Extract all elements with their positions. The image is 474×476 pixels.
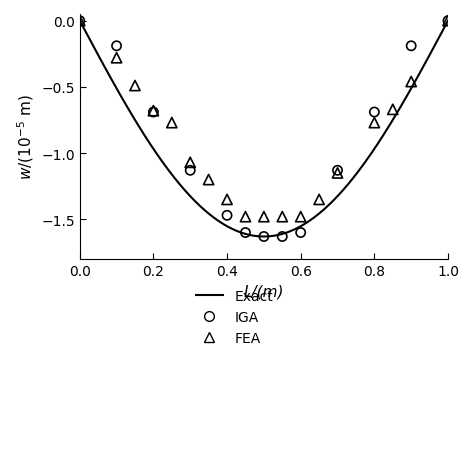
Point [131, 82, 139, 90]
Point [242, 229, 249, 237]
Point [150, 108, 157, 115]
Point [76, 18, 83, 25]
Point [76, 18, 83, 25]
Point [371, 109, 378, 117]
Point [223, 196, 231, 204]
Point [334, 167, 341, 175]
Y-axis label: $w$/(10$^{-5}$ m): $w$/(10$^{-5}$ m) [15, 95, 36, 180]
Point [242, 213, 249, 221]
Point [407, 43, 415, 50]
Point [186, 167, 194, 175]
Point [205, 177, 212, 184]
Point [407, 79, 415, 86]
Point [334, 170, 341, 178]
Point [260, 213, 268, 221]
Point [297, 213, 304, 221]
Point [444, 18, 452, 25]
Point [297, 229, 304, 237]
Legend: Exact, IGA, FEA: Exact, IGA, FEA [190, 284, 279, 350]
X-axis label: L/(m): L/(m) [244, 284, 284, 299]
Point [389, 106, 397, 114]
Point [113, 55, 120, 62]
Point [150, 109, 157, 117]
Point [444, 18, 452, 25]
Point [113, 43, 120, 50]
Point [168, 119, 175, 127]
Point [279, 233, 286, 241]
Point [315, 196, 323, 204]
Point [186, 159, 194, 167]
Point [223, 212, 231, 219]
Point [260, 233, 268, 241]
Point [371, 119, 378, 127]
Point [279, 213, 286, 221]
